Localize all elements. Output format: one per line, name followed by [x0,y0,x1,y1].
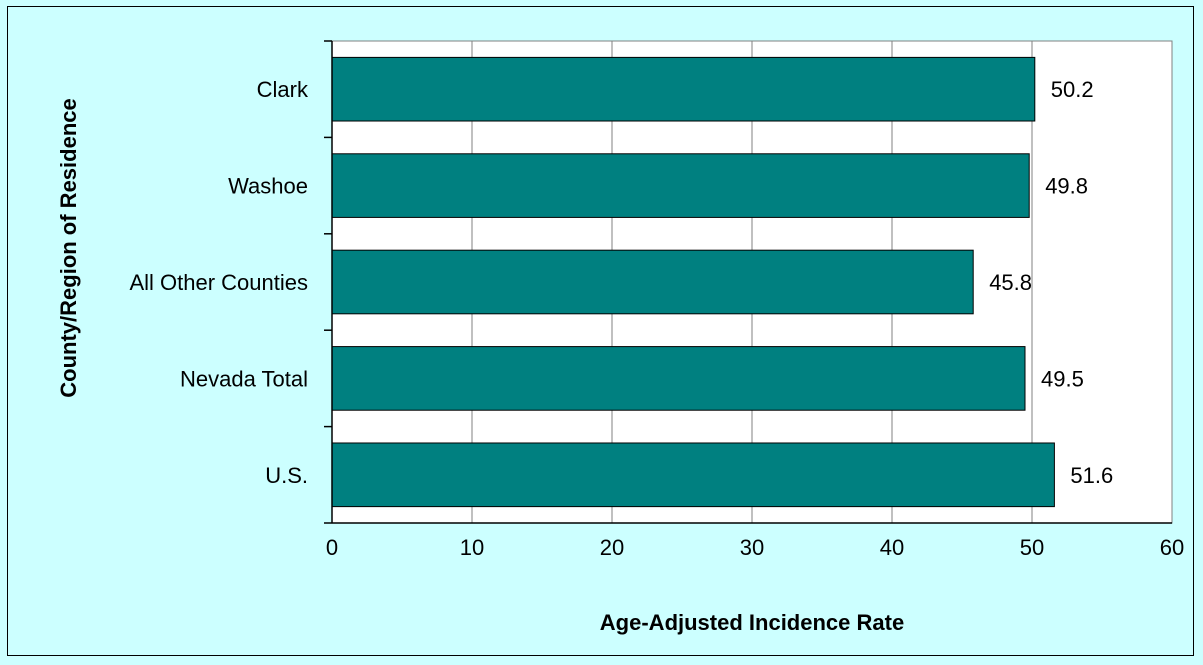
x-tick-label: 30 [740,535,764,560]
x-tick-label: 10 [460,535,484,560]
x-axis-title: Age-Adjusted Incidence Rate [600,610,904,635]
bar [331,56,1036,122]
bar [331,442,1055,508]
y-tick-labels: Clark Washoe All Other Counties Nevada Tota… [129,77,309,488]
data-label: 51.6 [1070,463,1113,488]
category-label: Nevada Total [180,366,308,391]
category-label: Clark [257,77,309,102]
axes [324,40,1172,524]
data-label: 50.2 [1051,77,1094,102]
data-label: 49.5 [1041,366,1084,391]
data-label: 49.8 [1045,174,1088,199]
category-label: U.S. [265,463,308,488]
x-tick-label: 60 [1160,535,1184,560]
x-tick-label: 20 [600,535,624,560]
bar [331,346,1026,411]
x-tick-labels: 0 10 20 30 40 50 60 [326,535,1184,560]
x-tick-label: 40 [880,535,904,560]
data-labels: 50.2 49.8 45.8 49.5 51.6 [989,77,1113,488]
x-tick-label: 0 [326,535,338,560]
y-axis-title: County/Region of Residence [56,98,81,397]
bar [331,153,1030,218]
category-label: All Other Counties [129,270,308,295]
category-label: Washoe [228,174,308,199]
bars [331,56,1055,508]
data-label: 45.8 [989,270,1032,295]
bar [331,249,974,315]
x-tick-label: 50 [1020,535,1044,560]
